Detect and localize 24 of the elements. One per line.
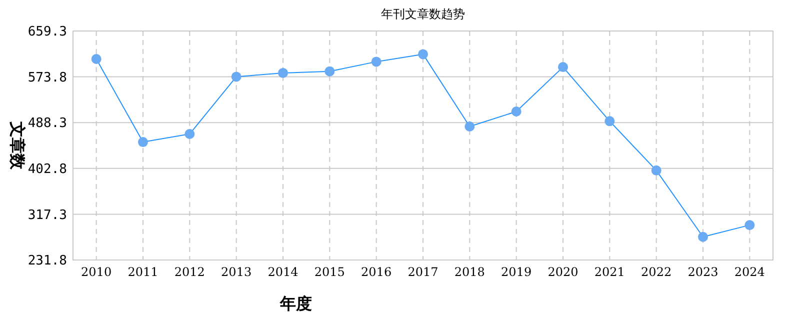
y-tick-label: 488.3 bbox=[28, 116, 67, 132]
y-tick-label: 659.3 bbox=[28, 24, 67, 40]
chart-title: 年刊文章数趋势 bbox=[381, 7, 465, 21]
x-tick-label: 2018 bbox=[454, 265, 485, 279]
y-tick-label: 402.8 bbox=[28, 162, 67, 177]
x-tick-label: 2011 bbox=[128, 265, 158, 279]
x-tick-label: 2020 bbox=[548, 265, 578, 279]
x-tick-label: 2013 bbox=[221, 265, 252, 279]
x-tick-label: 2016 bbox=[361, 265, 392, 279]
x-tick-label: 2014 bbox=[268, 265, 299, 279]
x-tick-label: 2015 bbox=[314, 265, 345, 279]
x-tick-label: 2019 bbox=[501, 265, 532, 279]
y-tick-label: 573.8 bbox=[28, 70, 67, 86]
x-tick-label: 2010 bbox=[81, 265, 112, 279]
x-tick-label: 2012 bbox=[174, 265, 205, 279]
x-tick-label: 2017 bbox=[408, 265, 438, 279]
y-axis-title: 文章数 bbox=[8, 120, 27, 170]
y-tick-label: 231.8 bbox=[28, 254, 67, 269]
x-tick-label: 2023 bbox=[688, 265, 718, 279]
x-tick-label: 2022 bbox=[641, 265, 672, 279]
x-tick-label: 2021 bbox=[594, 265, 625, 279]
x-tick-label: 2024 bbox=[734, 265, 766, 279]
x-axis-title: 年度 bbox=[279, 294, 312, 313]
y-tick-label: 317.3 bbox=[28, 208, 67, 223]
